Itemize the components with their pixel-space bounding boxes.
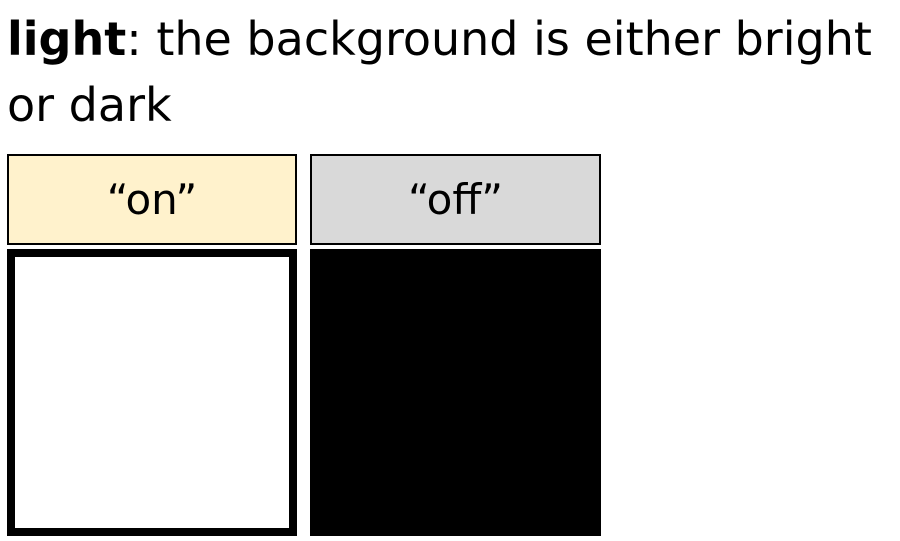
on-bright-panel [7, 249, 297, 536]
off-label-box: “off” [310, 154, 601, 245]
on-label: “on” [106, 175, 198, 224]
definition-text: : the background is either bright or dar… [7, 12, 872, 132]
off-label: “off” [407, 175, 504, 224]
term: light [7, 12, 127, 66]
definition-heading: light: the background is either bright o… [7, 6, 887, 138]
on-label-box: “on” [7, 154, 297, 245]
off-dark-panel [310, 249, 601, 536]
